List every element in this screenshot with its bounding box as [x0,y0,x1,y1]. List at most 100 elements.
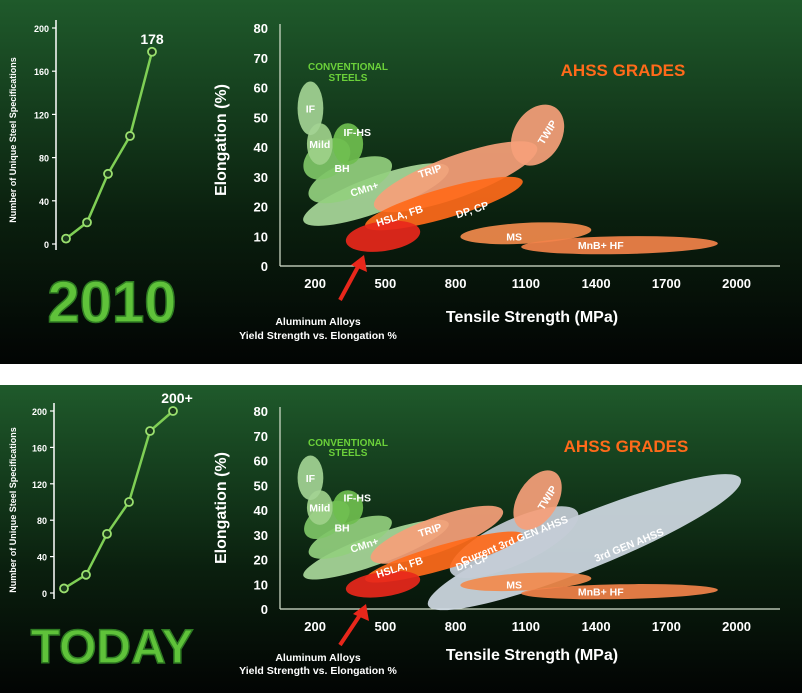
left-y-axis-label: Number of Unique Steel Specifications [8,57,18,223]
region-label: BH [334,522,349,534]
left-y-tick-label: 40 [39,197,49,207]
right-y-tick-label: 0 [261,259,268,274]
right-x-tick-label: 1100 [512,619,540,634]
conventional-steels-label: STEELS [329,73,368,84]
region-label: MnB+ HF [578,587,624,599]
big-year-label: 2010 [47,270,176,335]
left-y-tick-label: 120 [32,480,47,490]
region-label: MnB+ HF [578,240,624,252]
aluminum-note: Yield Strength vs. Elongation % [239,330,397,342]
right-y-tick-label: 40 [254,140,268,155]
region-twip [510,104,565,166]
left-y-tick-label: 160 [34,67,49,77]
right-x-tick-label: 500 [375,619,397,634]
left-y-axis-label: Number of Unique Steel Specifications [8,427,18,593]
right-y-tick-label: 70 [254,429,268,444]
ahss-grades-label: AHSS GRADES [561,61,686,80]
region-trip [373,141,538,213]
left-y-tick-label: 0 [44,240,49,250]
right-x-tick-label: 800 [445,619,467,634]
region-ms [460,222,592,245]
right-y-axis-label: Elongation (%) [213,452,230,564]
aluminum-note: Yield Strength vs. Elongation % [239,665,397,677]
right-y-tick-label: 10 [254,229,268,244]
region-label: Mild [309,503,330,515]
spec-count-point [145,426,155,436]
left-y-tick-label: 120 [34,110,49,120]
right-y-axis-label: Elongation (%) [213,84,230,196]
right-x-tick-label: 2000 [722,276,751,291]
region-if-hs [332,123,364,165]
right-y-tick-label: 60 [254,454,268,469]
left-y-tick-label: 80 [39,154,49,164]
spec-count-point [81,569,91,580]
right-x-tick-label: 200 [304,276,326,291]
region-label: MS [506,579,522,591]
aluminum-arrow-head [353,604,369,621]
right-y-tick-label: 0 [261,602,268,617]
right-y-tick-label: 10 [254,577,268,592]
left-y-tick-label: 160 [32,443,47,453]
region-label: IF-HS [344,127,371,139]
steel-regions [297,455,742,611]
conventional-steels-label: CONVENTIONAL [308,438,388,449]
right-x-tick-label: 1400 [582,619,611,634]
aluminum-arrow-head [351,255,367,272]
left-y-tick-label: 200 [34,24,49,34]
right-x-tick-label: 500 [375,276,397,291]
region-cmn [308,515,392,559]
region-label: BH [334,163,349,175]
big-year-label: TODAY [31,621,194,674]
right-x-tick-label: 1400 [582,276,611,291]
region-label: MS [506,231,522,243]
right-y-tick-label: 50 [254,110,268,125]
conventional-steels-label: CONVENTIONAL [308,62,388,73]
spec-count-point [82,217,92,228]
left-y-tick-label: 40 [37,553,47,563]
region-label: IF [306,473,316,485]
region-mnb-hf [521,236,718,255]
left-y-tick-label: 0 [42,589,47,599]
right-y-tick-label: 20 [254,553,268,568]
aluminum-note: Aluminum Alloys [275,652,361,664]
left-y-tick-label: 80 [37,516,47,526]
right-y-tick-label: 70 [254,51,268,66]
right-y-tick-label: 40 [254,503,268,518]
right-y-tick-label: 30 [254,528,268,543]
spec-count-point [59,583,69,594]
ahss-grades-label: AHSS GRADES [564,437,689,456]
panel-2010: 0 40 80 120 160 200 Number of Unique Steel Spe… [0,0,802,364]
region-ms [460,572,592,592]
left-y-tick-label: 200 [32,407,47,417]
region-label: IF [306,103,316,115]
conventional-steels-label: STEELS [329,448,368,459]
right-y-tick-label: 80 [254,21,268,36]
right-y-tick-label: 80 [254,404,268,419]
right-x-tick-label: 800 [445,276,467,291]
right-y-tick-label: 20 [254,200,268,215]
region-twip [513,470,562,530]
region-aluminum-alloys [345,220,421,252]
panel-today: 0 40 80 120 160 200 Number of Unique Steel Spe… [0,385,802,693]
spec-count-point [168,406,178,416]
region-dp-cp [365,531,523,583]
aluminum-arrow-shaft [338,610,364,647]
right-x-tick-label: 200 [304,619,326,634]
right-x-axis-label: Tensile Strength (MPa) [446,647,618,664]
spec-count-end-label: 200+ [161,390,193,406]
right-y-tick-label: 60 [254,81,268,96]
region-if [297,81,324,136]
spec-count-end-label: 178 [140,31,164,47]
spec-count-point [103,168,113,179]
region-aluminum-alloys [345,570,421,598]
spec-count-point [147,46,157,57]
spec-count-point [124,497,134,507]
aluminum-arrow-shaft [338,262,362,301]
region-cmn [308,156,393,204]
right-x-tick-label: 1700 [652,619,681,634]
spec-count-point [61,233,71,244]
region-label: IF-HS [344,493,371,505]
spec-count-point [125,131,135,141]
